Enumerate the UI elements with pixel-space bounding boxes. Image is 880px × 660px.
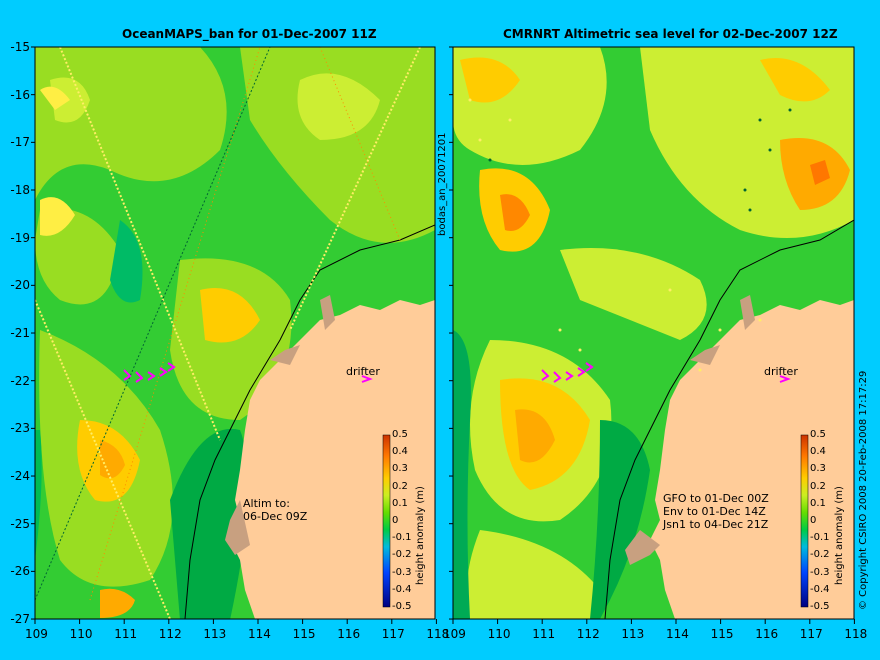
colorbar-tick-label: -0.4 [810,583,830,595]
x-tick-label: 110 [487,627,511,641]
x-tick-label: 116 [755,627,779,641]
drifter-track-icon [123,362,176,383]
colorbar-tick-label: -0.1 [810,532,830,544]
colorbar-tick-label: -0.5 [392,601,412,612]
x-tick-label: 110 [69,627,93,641]
drifter-arrow-icon [779,375,791,383]
y-tick-label: -27 [10,612,30,627]
y-tick-label: -20 [10,278,30,293]
left-panel-title: OceanMAPS_ban for 01-Dec-2007 11Z [122,27,377,41]
left-colorbar-label: height anomaly (m) [415,486,426,585]
colorbar-tick-label: -0.3 [810,566,830,578]
x-tick-label: 113 [621,627,645,641]
right-panel-title: CMRNRT Altimetric sea level for 02-Dec-2… [503,27,838,41]
x-tick-label: 115 [292,627,316,641]
y-tick-label: -22 [10,373,30,388]
y-tick-label: -17 [10,135,30,150]
x-tick-label: 114 [248,627,271,641]
altim-note-line1: Altim to: [243,497,290,510]
colorbar-tick-label: -0.2 [810,549,830,561]
y-tick-label: -16 [10,87,30,102]
y-tick-label: -21 [10,326,30,341]
y-tick-label: -26 [10,564,30,579]
colorbar-tick-label: -0.3 [392,566,412,578]
y-tick-label: -18 [10,183,30,197]
left-drifter-label: drifter [346,365,380,378]
sat-note-line2: Env to 01-Dec 14Z [663,505,766,518]
colorbar-tick-label: 0.2 [810,480,826,492]
left-colorbar [382,434,391,608]
colorbar-tick-label: 0.4 [392,446,408,458]
x-tick-label: 109 [443,627,466,641]
colorbar-tick-label: 0.3 [810,463,826,475]
colorbar-tick-label: -0.2 [392,549,412,561]
colorbar-tick-label: 0.5 [392,429,408,440]
colorbar-tick-label: 0.2 [392,480,408,492]
x-tick-label: 116 [337,627,361,641]
x-tick-label: 117 [799,627,823,641]
x-tick-label: 118 [426,627,450,641]
colorbar-tick-label: 0.3 [392,463,408,475]
colorbar-tick-label: 0 [392,515,399,526]
colorbar-tick-label: 0.4 [810,446,826,458]
y-tick-label: -19 [10,230,30,245]
copyright-text: © Copyright CSIRO 2008 20-Feb-2008 17:17… [858,370,869,610]
x-tick-label: 111 [532,627,556,641]
y-tick-label: -25 [10,516,30,531]
side-label: bodas_an_20071201 [437,132,448,236]
colorbar-tick-label: 0.1 [810,497,826,509]
colorbar-tick-label: -0.4 [392,583,412,595]
colorbar-tick-label: 0.1 [392,497,408,509]
right-colorbar [800,434,809,608]
colorbar-tick-label: 0 [810,515,817,526]
x-tick-label: 113 [203,627,227,641]
colorbar-tick-label: 0.5 [810,429,826,440]
x-tick-label: 111 [114,627,138,641]
sat-note-line3: Jsn1 to 04-Dec 21Z [663,518,769,531]
colorbar-tick-label: -0.5 [810,601,830,612]
x-tick-label: 112 [158,627,182,641]
drifter-arrow-icon [361,375,373,383]
altim-note-line2: 06-Dec 09Z [243,510,308,523]
colorbar-tick-label: -0.1 [392,532,412,544]
x-tick-label: 112 [576,627,600,641]
y-tick-label: -15 [10,40,30,54]
x-tick-label: 118 [844,627,868,641]
sat-note-line1: GFO to 01-Dec 00Z [663,492,769,505]
right-colorbar-label: height anomaly (m) [834,486,845,585]
y-tick-label: -24 [10,469,30,484]
y-tick-label: -23 [10,421,30,436]
x-tick-label: 115 [710,627,734,641]
right-drifter-label: drifter [764,365,798,378]
x-tick-label: 117 [381,627,405,641]
right-map-panel [453,47,854,619]
x-tick-label: 109 [25,627,48,641]
drifter-track-icon [541,362,594,383]
x-tick-label: 114 [666,627,689,641]
left-map-panel [35,47,435,619]
